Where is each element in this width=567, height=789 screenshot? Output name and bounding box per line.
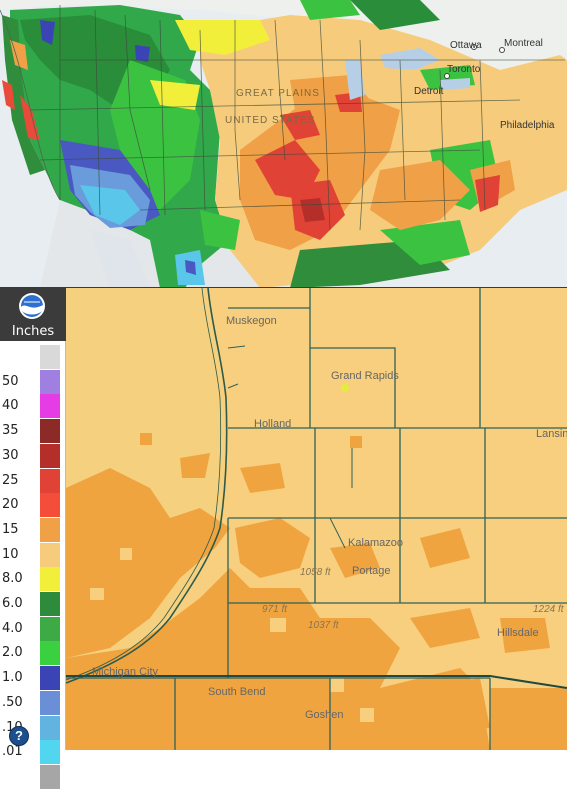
legend-label: 10	[2, 546, 19, 562]
city-label-michigan-city: Michigan City	[92, 666, 159, 678]
legend-swatch	[40, 641, 60, 666]
legend-swatch	[40, 394, 60, 419]
region-label-great-plains: GREAT PLAINS	[236, 88, 320, 99]
legend-swatch	[40, 666, 60, 691]
city-label-toronto: Toronto	[447, 64, 481, 75]
legend-swatch	[40, 616, 60, 641]
elevation-label: 971 ft	[262, 604, 288, 615]
legend-row	[0, 764, 66, 789]
legend-label: 2.0	[2, 645, 23, 661]
legend-label: 40	[2, 398, 19, 414]
city-label-ottawa: Ottawa	[450, 40, 482, 51]
city-label-grand-rapids: Grand Rapids	[331, 370, 399, 382]
country-label-us: UNITED STATES	[225, 115, 316, 126]
legend-swatch	[40, 690, 60, 715]
legend-row: .50	[0, 690, 66, 715]
legend-swatch	[40, 764, 60, 789]
legend-swatch	[40, 592, 60, 616]
legend-swatch	[40, 369, 60, 394]
legend-row: 20	[0, 493, 66, 518]
city-label-muskegon: Muskegon	[226, 315, 277, 327]
legend-swatch	[40, 567, 60, 592]
city-label-lansing: Lansing	[536, 428, 567, 440]
legend-swatch	[40, 443, 60, 468]
legend-row: 25	[0, 468, 66, 493]
legend-row: 15	[0, 517, 66, 542]
legend-label: 6.0	[2, 596, 23, 611]
city-label-kalamazoo: Kalamazoo	[348, 537, 404, 549]
legend-row: .01	[0, 740, 66, 765]
city-label-portage: Portage	[352, 565, 391, 577]
city-label-montreal: Montreal	[504, 38, 543, 49]
legend-row: 35	[0, 419, 66, 444]
city-label-detroit: Detroit	[414, 86, 444, 97]
conus-precip-map[interactable]	[0, 0, 567, 288]
elevation-label: 1037 ft	[308, 620, 339, 631]
legend-label: 4.0	[2, 620, 23, 636]
legend-swatch	[40, 419, 60, 444]
legend-label: 20	[2, 497, 19, 513]
legend-label: 25	[2, 472, 19, 488]
city-label-hillsdale: Hillsdale	[497, 627, 539, 639]
legend-label: 8.0	[2, 571, 23, 587]
legend-row: 10	[0, 542, 66, 567]
legend-swatch	[40, 468, 60, 493]
legend-row: 1.0	[0, 666, 66, 691]
legend-swatch	[40, 345, 60, 369]
legend-row: 6.0	[0, 592, 66, 616]
legend-swatch	[40, 715, 60, 740]
legend-label: 15	[2, 521, 19, 537]
city-label-goshen: Goshen	[305, 709, 344, 721]
legend-row: 30	[0, 443, 66, 468]
elevation-label: 1058 ft	[300, 567, 331, 578]
detail-precip-map[interactable]	[0, 288, 567, 750]
legend-row	[0, 345, 66, 369]
legend-row: 2.0	[0, 641, 66, 666]
legend-swatch	[40, 740, 60, 765]
legend-label: .01	[2, 744, 23, 760]
legend-label: 50	[2, 373, 19, 389]
city-label-philadelphia: Philadelphia	[500, 120, 555, 131]
legend-label: 1.0	[2, 670, 23, 686]
legend-header: Inches	[0, 289, 66, 341]
legend-swatch	[40, 517, 60, 542]
precip-legend: Inches 50 40 35 30 25 20 15 10 8.0 6.0 4.0 2.0 1.0 .5…	[0, 289, 66, 789]
legend-label: .50	[2, 694, 23, 710]
help-icon[interactable]: ?	[9, 726, 29, 746]
legend-row: 4.0	[0, 616, 66, 641]
legend-swatch	[40, 493, 60, 518]
legend-unit-label: Inches	[11, 324, 55, 339]
city-label-south-bend: South Bend	[208, 686, 266, 698]
city-label-holland: Holland	[254, 418, 292, 430]
legend-label: 35	[2, 423, 19, 439]
legend-row: 8.0	[0, 567, 66, 592]
elevation-label: 1224 ft	[533, 604, 564, 615]
legend-swatch	[40, 542, 60, 567]
legend-label: 30	[2, 447, 19, 463]
noaa-logo-icon	[19, 293, 45, 319]
legend-row: 50	[0, 369, 66, 394]
legend-row: 40	[0, 394, 66, 419]
